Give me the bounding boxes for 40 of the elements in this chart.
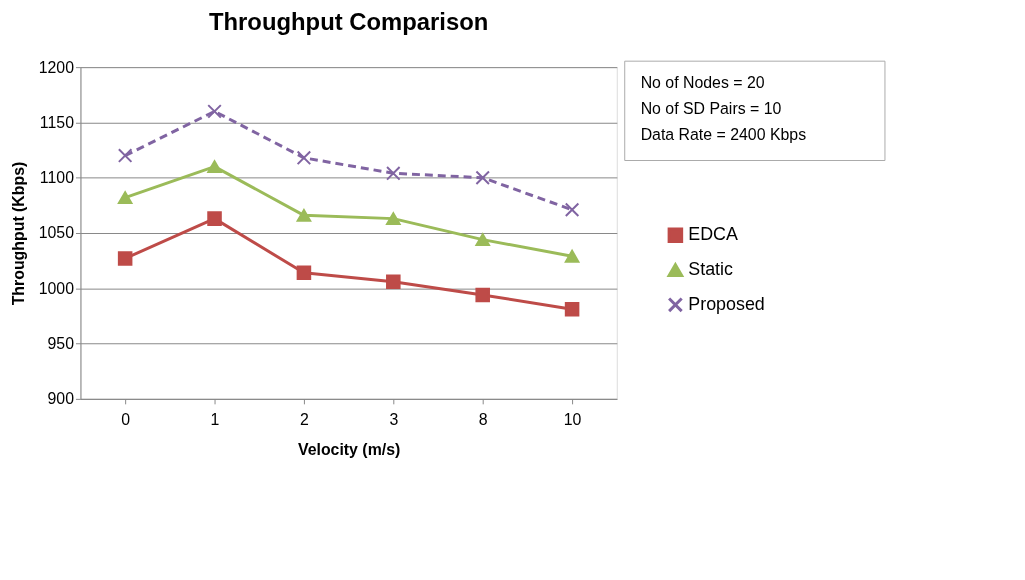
y-axis-title: Throughput (Kbps) <box>9 161 27 306</box>
x-tick-label: 10 <box>563 411 582 429</box>
x-axis-title: Velocity (m/s) <box>297 440 401 458</box>
point <box>564 302 580 317</box>
point <box>207 160 222 174</box>
text: Data Rate = 2400 Kbps <box>640 125 807 143</box>
chart-title: Throughput Comparison <box>208 8 489 36</box>
point <box>296 150 312 166</box>
point <box>386 212 401 226</box>
point <box>386 166 401 181</box>
x-tick-label: 8 <box>478 411 488 429</box>
y-tick-label: 900 <box>47 390 75 408</box>
point <box>475 233 490 247</box>
point <box>207 104 222 119</box>
point <box>296 265 312 281</box>
y-tick-label: 1000 <box>38 279 75 297</box>
y-tick-label: 1050 <box>38 224 75 242</box>
point <box>475 170 490 185</box>
x-tick-label: 0 <box>121 411 131 429</box>
point <box>117 251 133 266</box>
point <box>117 191 133 205</box>
point <box>117 148 133 163</box>
legend-label: EDCA <box>688 224 739 245</box>
y-tick-label: 1200 <box>38 58 75 76</box>
y-tick-label: 950 <box>47 335 75 353</box>
legend-label: Proposed <box>688 293 765 314</box>
y-tick-label: 1100 <box>39 169 75 187</box>
x-tick-label: 3 <box>389 411 399 429</box>
point <box>386 274 401 289</box>
point <box>564 249 580 263</box>
point <box>564 202 580 218</box>
point <box>296 208 312 222</box>
text: No of SD Pairs = 10 <box>640 99 782 117</box>
point <box>475 287 490 303</box>
legend-label: Static <box>688 259 734 280</box>
x-tick-label: 2 <box>300 411 309 429</box>
point <box>207 211 222 226</box>
text: No of Nodes = 20 <box>640 74 765 91</box>
y-tick-label: 1150 <box>39 113 75 131</box>
x-tick-label: 1 <box>210 411 220 429</box>
